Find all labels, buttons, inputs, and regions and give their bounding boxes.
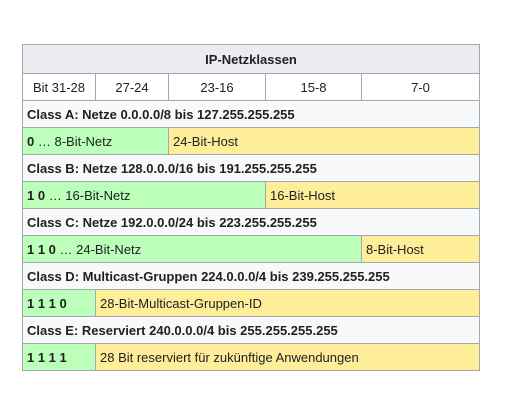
class-a-title-row: Class A: Netze 0.0.0.0/8 bis 127.255.255… (23, 101, 480, 128)
class-d-host-cell: 28-Bit-Multicast-Gruppen-ID (96, 290, 480, 317)
header-bit-7-0: 7-0 (362, 74, 480, 101)
class-b-network-cell: 1 0 … 16-Bit-Netz (23, 182, 266, 209)
class-e-bits-row: 1 1 1 1 28 Bit reserviert für zukünftige… (23, 344, 480, 371)
class-c-host-cell: 8-Bit-Host (362, 236, 480, 263)
class-a-host-cell: 24-Bit-Host (169, 128, 480, 155)
class-d-title: Class D: Multicast-Gruppen 224.0.0.0/4 b… (23, 263, 480, 290)
ip-netzklassen-table: IP-Netzklassen Bit 31-28 27-24 23-16 15-… (22, 44, 480, 371)
header-bit-23-16: 23-16 (169, 74, 266, 101)
class-d-bits-row: 1 1 1 0 28-Bit-Multicast-Gruppen-ID (23, 290, 480, 317)
class-e-title: Class E: Reserviert 240.0.0.0/4 bis 255.… (23, 317, 480, 344)
class-e-title-row: Class E: Reserviert 240.0.0.0/4 bis 255.… (23, 317, 480, 344)
class-c-network-bits: 1 1 0 (27, 241, 56, 257)
class-b-title: Class B: Netze 128.0.0.0/16 bis 191.255.… (23, 155, 480, 182)
table-title-row: IP-Netzklassen (23, 45, 480, 74)
table-title: IP-Netzklassen (23, 45, 480, 74)
class-c-bits-row: 1 1 0 … 24-Bit-Netz 8-Bit-Host (23, 236, 480, 263)
class-b-title-row: Class B: Netze 128.0.0.0/16 bis 191.255.… (23, 155, 480, 182)
header-bit-27-24: 27-24 (96, 74, 169, 101)
class-c-network-cell: 1 1 0 … 24-Bit-Netz (23, 236, 362, 263)
class-e-network-bits: 1 1 1 1 (23, 344, 96, 371)
class-d-title-row: Class D: Multicast-Gruppen 224.0.0.0/4 b… (23, 263, 480, 290)
class-c-network-label: … 24-Bit-Netz (55, 241, 142, 257)
class-a-title: Class A: Netze 0.0.0.0/8 bis 127.255.255… (23, 101, 480, 128)
class-a-bits-row: 0 … 8-Bit-Netz 24-Bit-Host (23, 128, 480, 155)
class-e-host-cell: 28 Bit reserviert für zukünftige Anwendu… (96, 344, 480, 371)
class-a-network-cell: 0 … 8-Bit-Netz (23, 128, 169, 155)
class-d-network-bits: 1 1 1 0 (23, 290, 96, 317)
class-a-network-bits: 0 (27, 133, 35, 149)
class-a-network-label: … 8-Bit-Netz (34, 133, 113, 149)
header-bit-31-28: Bit 31-28 (23, 74, 96, 101)
class-b-host-cell: 16-Bit-Host (266, 182, 480, 209)
class-b-bits-row: 1 0 … 16-Bit-Netz 16-Bit-Host (23, 182, 480, 209)
bit-header-row: Bit 31-28 27-24 23-16 15-8 7-0 (23, 74, 480, 101)
class-c-title: Class C: Netze 192.0.0.0/24 bis 223.255.… (23, 209, 480, 236)
class-c-title-row: Class C: Netze 192.0.0.0/24 bis 223.255.… (23, 209, 480, 236)
class-b-network-bits: 1 0 (27, 187, 46, 203)
header-bit-15-8: 15-8 (266, 74, 362, 101)
class-b-network-label: … 16-Bit-Netz (45, 187, 131, 203)
